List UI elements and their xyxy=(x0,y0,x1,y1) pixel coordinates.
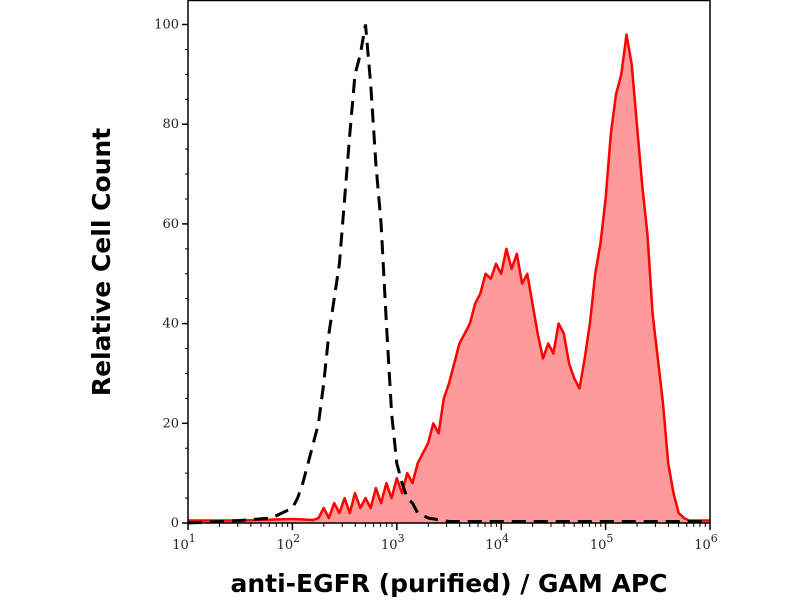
sample-histogram-line xyxy=(188,33,710,522)
control-histogram-line xyxy=(187,24,710,525)
y-tick-label: 0 xyxy=(171,516,179,531)
x-tick-label: 103 xyxy=(381,532,405,553)
sample-histogram-fill xyxy=(188,34,710,523)
y-tick-label: 100 xyxy=(154,18,179,33)
y-axis-label: Relative Cell Count xyxy=(87,128,116,396)
y-tick-label: 60 xyxy=(162,217,179,232)
x-axis-label: anti-EGFR (purified) / GAM APC xyxy=(230,569,667,598)
x-tick-label: 104 xyxy=(485,532,509,553)
y-tick-label: 20 xyxy=(162,416,179,431)
x-tick-label: 105 xyxy=(590,532,614,553)
y-tick-label: 80 xyxy=(162,117,179,132)
x-tick-label: 102 xyxy=(277,532,301,553)
y-tick-label: 40 xyxy=(162,317,179,332)
x-tick-label: 101 xyxy=(172,532,196,553)
x-tick-label: 106 xyxy=(694,532,718,553)
